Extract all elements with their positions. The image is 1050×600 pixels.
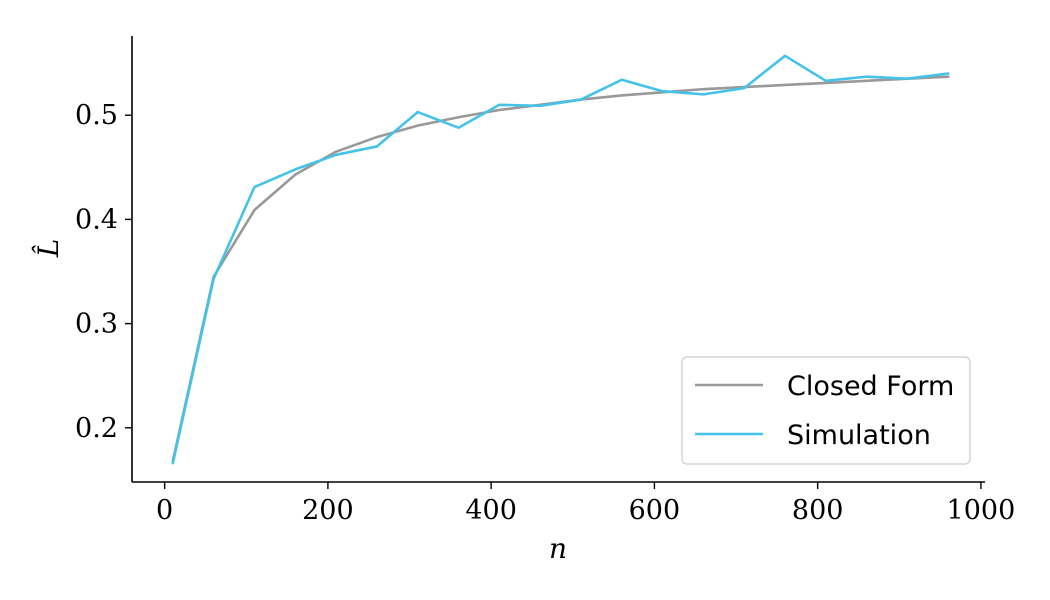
- legend-label-closed-form: Closed Form: [787, 371, 954, 402]
- x-tick-label: 400: [465, 495, 517, 526]
- legend: Closed Form Simulation: [681, 356, 971, 465]
- x-tick-label: 0: [156, 495, 173, 526]
- x-tick-label: 600: [629, 495, 681, 526]
- series-line-simulation: [171, 54, 950, 465]
- x-tick-label: 1000: [947, 495, 1016, 526]
- y-tick-label: 0.3: [75, 309, 118, 340]
- x-axis-ticks: 0 200 400 600 800 1000: [156, 482, 1015, 526]
- y-axis-ticks: 0.2 0.3 0.4 0.5: [75, 100, 132, 444]
- x-axis-title: n: [549, 532, 567, 565]
- y-axis-title: L̂: [32, 239, 65, 259]
- x-tick-label: 800: [792, 495, 844, 526]
- series-lines: [171, 54, 950, 465]
- plot-area: 0 200 400 600 800 1000 0.2 0.3 0.4 0.5: [75, 36, 1015, 526]
- y-tick-label: 0.5: [75, 100, 118, 131]
- x-tick-label: 200: [302, 495, 354, 526]
- y-tick-label: 0.2: [75, 413, 118, 444]
- y-tick-label: 0.4: [75, 204, 118, 235]
- legend-label-simulation: Simulation: [787, 420, 931, 451]
